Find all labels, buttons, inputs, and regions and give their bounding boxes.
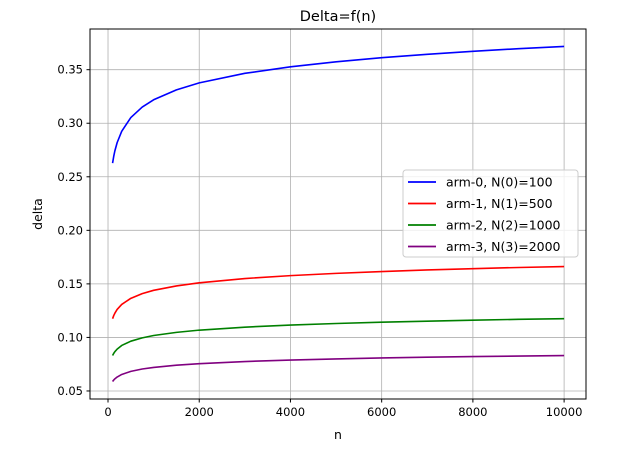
series-lines <box>111 45 565 383</box>
x-tick-label: 8000 <box>458 405 487 419</box>
y-tick-label: 0.15 <box>57 277 83 291</box>
legend-label-arm-1: arm-1, N(1)=500 <box>446 196 553 211</box>
y-tick-label: 0.25 <box>57 170 83 184</box>
legend-label-arm-3: arm-3, N(3)=2000 <box>446 239 561 254</box>
legend-label-arm-0: arm-0, N(0)=100 <box>446 175 553 190</box>
chart-title: Delta=f(n) <box>300 9 376 25</box>
ticks: 0 2000 4000 6000 8000 10000 0.05 0.10 0.15 0.20 0.… <box>57 63 582 419</box>
series-line-arm-0 <box>111 45 565 164</box>
legend: arm-0, N(0)=100 arm-1, N(1)=500 arm-2, N(2… <box>402 169 579 258</box>
y-tick-label: 0.35 <box>57 63 83 77</box>
y-axis-label: delta <box>30 198 45 230</box>
y-tick-label: 0.30 <box>57 116 83 130</box>
x-tick-label: 10000 <box>546 405 583 419</box>
series-line-arm-3 <box>111 354 565 383</box>
plot-frame <box>89 28 587 400</box>
series-line-arm-2 <box>111 317 565 356</box>
series-line-arm-1 <box>111 265 565 319</box>
x-tick-label: 4000 <box>276 405 305 419</box>
y-tick-label: 0.05 <box>57 384 83 398</box>
legend-box <box>402 169 579 258</box>
y-tick-label: 0.20 <box>57 223 83 237</box>
x-tick-label: 0 <box>104 405 111 419</box>
x-tick-label: 6000 <box>367 405 396 419</box>
x-tick-label: 2000 <box>185 405 214 419</box>
y-tick-label: 0.10 <box>57 330 83 344</box>
legend-label-arm-2: arm-2, N(2)=1000 <box>446 218 561 233</box>
x-axis-label: n <box>334 427 342 442</box>
